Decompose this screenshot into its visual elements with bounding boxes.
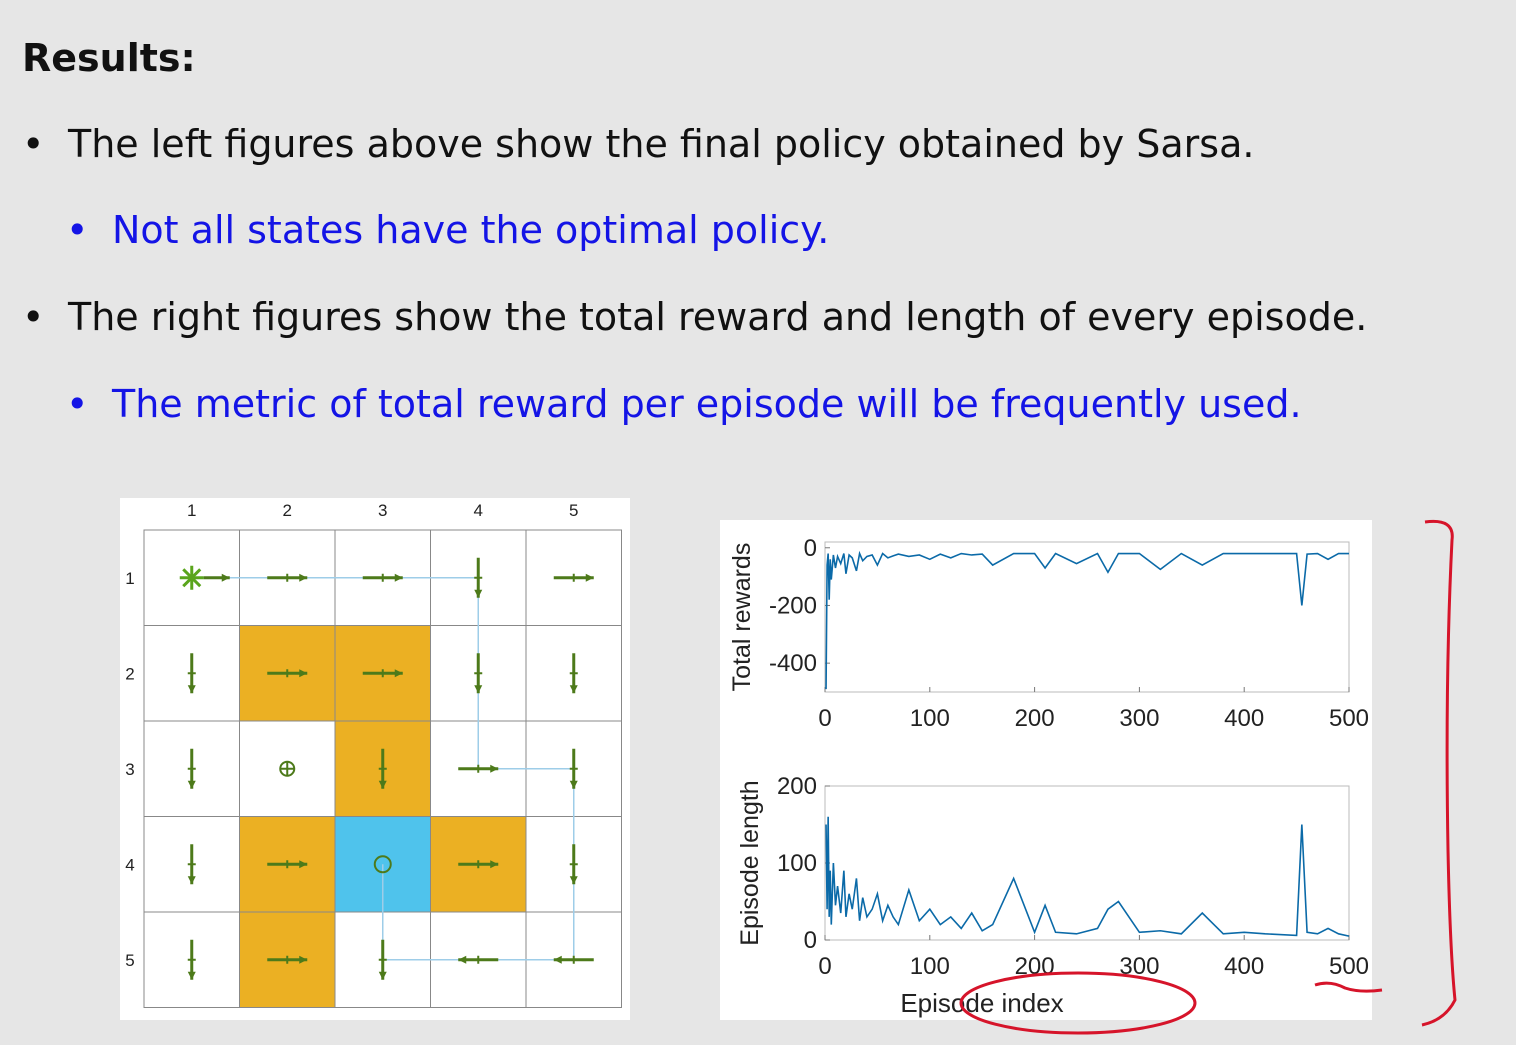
arrow-head (299, 860, 308, 869)
bullet-dot: • (66, 208, 89, 252)
arrow-head (394, 669, 403, 678)
arrow-head (474, 589, 483, 598)
red-bracket (1421, 519, 1457, 1027)
col-label: 5 (569, 501, 578, 520)
x-tick-label: 100 (910, 953, 950, 980)
x-tick-label: 200 (1015, 953, 1055, 980)
plot-area (824, 785, 1350, 941)
x-tick-label: 400 (1224, 953, 1264, 980)
arrow-head (221, 573, 230, 582)
x-tick-label: 0 (818, 953, 831, 980)
start-star-icon (182, 568, 202, 588)
y-tick-label: -400 (769, 650, 817, 677)
arrow-head (394, 573, 403, 582)
policy-grid-figure: 1 2 3 4 5 1 2 3 4 5 (120, 498, 630, 1020)
arrow-head (187, 780, 196, 789)
x-tick-label: 0 (818, 705, 831, 732)
col-label: 3 (378, 501, 387, 520)
arrow-head (458, 955, 467, 964)
y-tick-label: 0 (804, 927, 817, 954)
arrow-head (474, 685, 483, 694)
bullet-text: The left figures above show the final po… (68, 122, 1255, 166)
col-label: 1 (187, 501, 196, 520)
arrow-head (299, 573, 308, 582)
y-axis-label: Episode length (736, 780, 764, 945)
x-axis-label: Episode index (900, 988, 1063, 1018)
bullet-dot: • (22, 122, 45, 166)
arrow-head (569, 876, 578, 885)
col-label: 4 (474, 501, 483, 520)
series-line (825, 550, 1349, 690)
row-label: 1 (125, 569, 134, 588)
x-tick-label: 500 (1329, 953, 1369, 980)
arrow-head (187, 876, 196, 885)
arrow-head (490, 764, 499, 773)
training-charts-figure: 0 100 200 300 400 500 0 -200 -400 Total rewards 0 1… (720, 520, 1372, 1020)
x-tick-label: 300 (1119, 705, 1159, 732)
y-tick-label: -200 (769, 592, 817, 619)
bullet-text: Not all states have the optimal policy. (112, 208, 830, 252)
row-label: 3 (125, 760, 134, 779)
training-charts-svg: 0 100 200 300 400 500 0 -200 -400 Total rewards 0 1… (728, 535, 1369, 1018)
bullet-text: The metric of total reward per episode w… (112, 382, 1302, 426)
arrow-head (187, 685, 196, 694)
arrow-head (553, 955, 562, 964)
plot-area (824, 541, 1350, 693)
series-line (825, 816, 1350, 937)
col-label: 2 (283, 501, 292, 520)
arrow-head (569, 780, 578, 789)
arrow-head (378, 780, 387, 789)
y-tick-label: 200 (777, 773, 817, 800)
arrow-head (490, 860, 499, 869)
section-heading: Results: (22, 36, 196, 80)
row-label: 2 (125, 664, 134, 683)
x-tick-label: 500 (1329, 705, 1369, 732)
x-tick-label: 200 (1015, 705, 1055, 732)
row-label: 4 (125, 855, 134, 874)
x-tick-label: 400 (1224, 705, 1264, 732)
bullet-dot: • (22, 295, 45, 339)
arrow-head (569, 685, 578, 694)
arrow-head (585, 573, 594, 582)
arrow-head (299, 669, 308, 678)
bullet-dot: • (66, 382, 89, 426)
x-tick-label: 300 (1119, 953, 1159, 980)
policy-grid-svg: 1 2 3 4 5 1 2 3 4 5 (125, 501, 622, 1008)
row-label: 5 (125, 951, 134, 970)
target-circle-icon (373, 855, 392, 874)
arrow-head (187, 971, 196, 980)
y-axis-label: Total rewards (728, 543, 756, 692)
y-tick-label: 100 (777, 850, 817, 877)
arrow-head (299, 955, 308, 964)
y-tick-label: 0 (804, 535, 817, 562)
bullet-text: The right figures show the total reward … (68, 295, 1368, 339)
arrow-head (378, 971, 387, 980)
x-tick-label: 100 (910, 705, 950, 732)
